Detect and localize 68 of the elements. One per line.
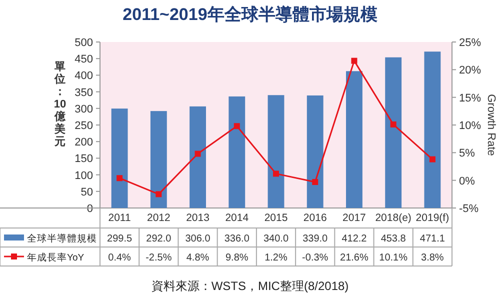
point — [390, 121, 396, 128]
data-label: 336.0 — [224, 234, 250, 244]
x-tick-label: 2017 — [342, 212, 366, 224]
y-tick-label: 450 — [74, 54, 93, 66]
data-label: 299.5 — [107, 234, 133, 244]
bar — [190, 106, 206, 208]
data-label: 3.8% — [421, 252, 444, 264]
x-tick-label: 2016 — [303, 212, 327, 224]
y-tick-label: 350 — [74, 86, 93, 99]
data-label: 292.0 — [146, 234, 172, 244]
data-label: 339.0 — [302, 234, 328, 244]
source-note: 資料來源：WSTS，MIC整理(8/2018) — [151, 279, 349, 293]
y-tick-label: 400 — [74, 70, 93, 82]
bar — [306, 95, 324, 208]
bar — [150, 111, 167, 208]
data-label: -2.5% — [146, 252, 172, 264]
data-label: 10.1% — [379, 252, 408, 264]
point — [156, 191, 162, 198]
x-tick-label: 2012 — [146, 212, 171, 224]
data-label: 1.2% — [264, 252, 288, 264]
data-label: 9.8% — [225, 252, 248, 264]
data-label: 306.0 — [185, 234, 211, 244]
y-tick-label: 250 — [74, 120, 93, 132]
x-tick-label: 2015 — [264, 212, 288, 224]
data-label: 471.1 — [420, 234, 446, 244]
x-tick-label: 2013 — [186, 212, 210, 224]
x-tick-label: 2014 — [225, 212, 249, 224]
x-tick-label: 2019(f) — [416, 212, 450, 224]
point — [273, 170, 279, 177]
y-tick-label: 200 — [74, 136, 93, 149]
bar — [111, 108, 128, 208]
y2-tick-label: 10% — [459, 120, 482, 132]
data-label: 21.6% — [340, 252, 369, 264]
point — [194, 150, 201, 157]
y-tick-label: 300 — [74, 103, 93, 116]
data-label: 412.2 — [342, 234, 368, 244]
y-tick-label: 100 — [74, 170, 93, 182]
chart-title: 2011~2019年全球半導體市場規模 — [122, 5, 378, 24]
point — [312, 178, 318, 185]
y-tick-label: 150 — [74, 153, 93, 166]
legend-label: 全球半導體規模 — [27, 232, 97, 244]
y2-tick-label: 5% — [459, 148, 476, 160]
point — [116, 175, 123, 182]
bar — [424, 52, 441, 208]
bar — [385, 57, 402, 208]
y-tick-label: 50 — [80, 186, 93, 198]
y2-tick-label: 0% — [459, 175, 476, 188]
bar — [228, 96, 246, 208]
bar — [268, 95, 284, 208]
point — [429, 156, 436, 162]
point — [351, 58, 358, 64]
y2-tick-label: 20% — [459, 64, 482, 77]
data-label: 4.8% — [186, 252, 210, 264]
y2-tick-label: 25% — [459, 37, 482, 49]
legend-label: 年成長率YoY — [27, 252, 85, 264]
y-tick-label: 500 — [74, 37, 93, 49]
data-label: 0.4% — [108, 252, 132, 264]
bar — [346, 71, 362, 208]
y2-axis-title: Growth Rate — [485, 94, 497, 156]
x-tick-label: 2018(e) — [375, 212, 412, 224]
y-axis-title: 單位：10億美元 — [54, 61, 66, 148]
y2-tick-label: -5% — [459, 203, 479, 215]
y2-tick-label: 15% — [459, 92, 482, 104]
point — [234, 123, 240, 130]
x-tick-label: 2011 — [108, 212, 131, 224]
data-label: -0.3% — [302, 252, 328, 264]
data-label: 340.0 — [263, 234, 289, 244]
data-label: 453.8 — [380, 234, 406, 244]
